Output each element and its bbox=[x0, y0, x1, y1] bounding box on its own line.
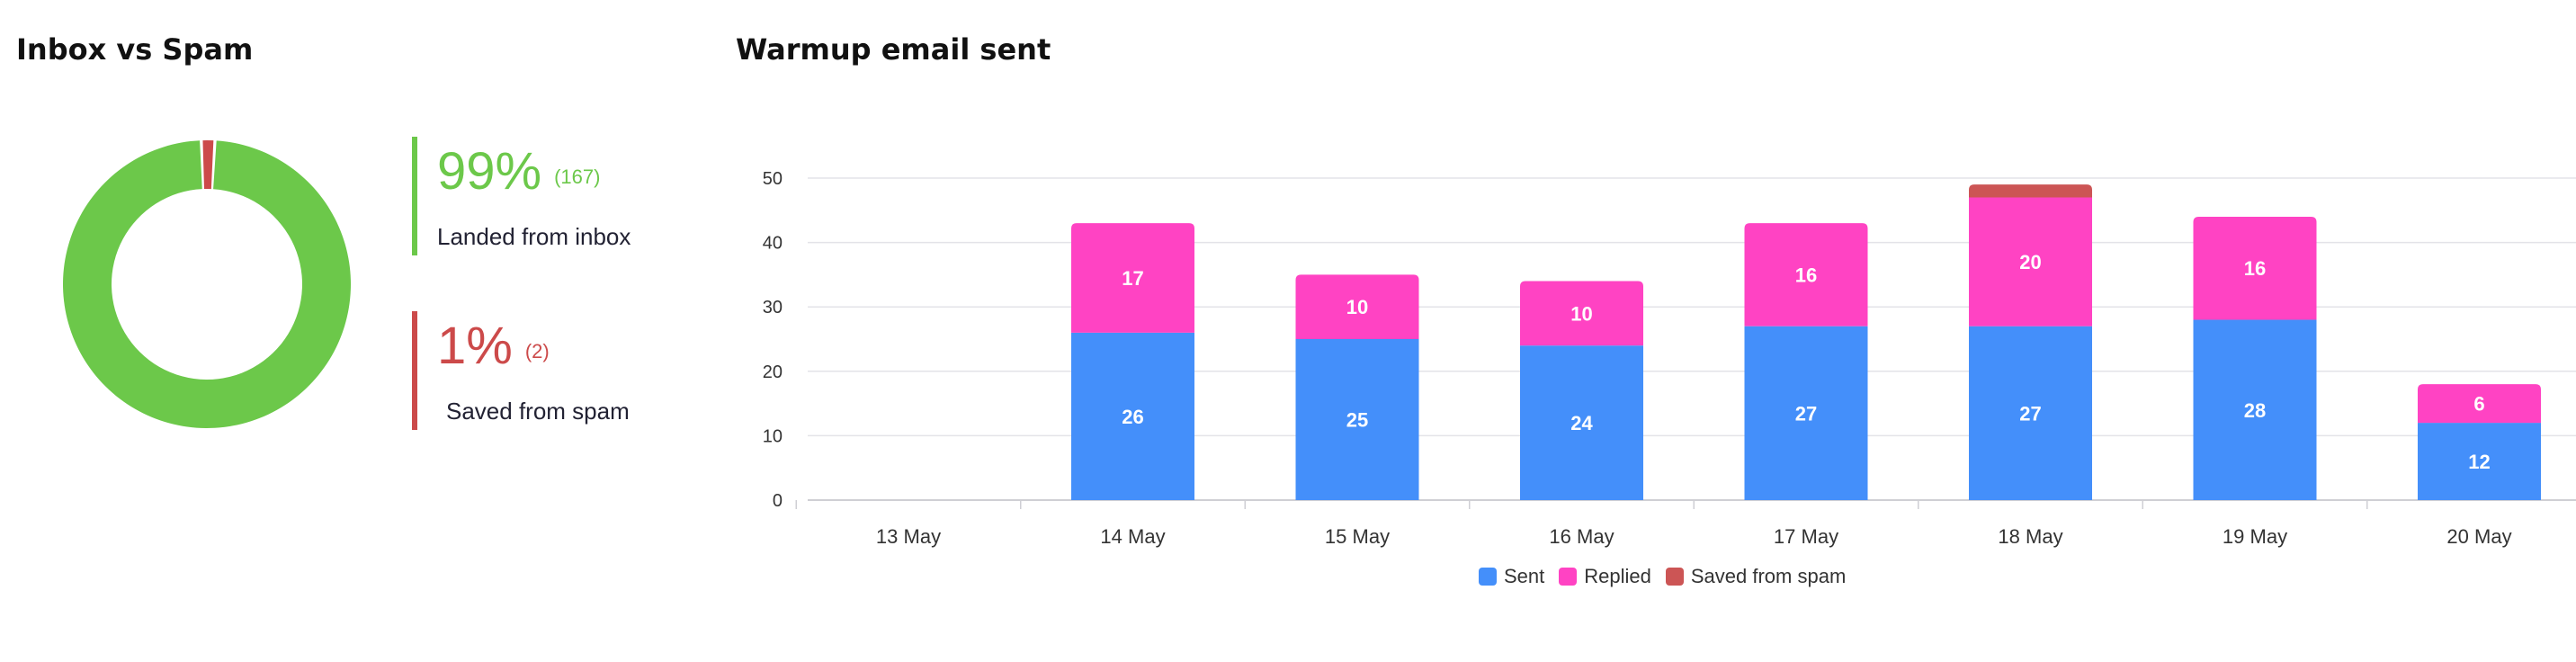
spam-stat: 1% (2) Saved from spam bbox=[412, 311, 682, 430]
bar-saved-from-spam[interactable] bbox=[1969, 184, 2092, 198]
bar-replied[interactable] bbox=[1744, 223, 1868, 327]
legend-swatch bbox=[1479, 568, 1497, 586]
x-tick-label: 14 May bbox=[1100, 525, 1165, 548]
bar-panel-title: Warmup email sent bbox=[736, 32, 1051, 67]
legend-label: Saved from spam bbox=[1690, 565, 1847, 587]
legend-item-replied[interactable]: Replied bbox=[1559, 565, 1651, 588]
x-tick-label: 15 May bbox=[1325, 525, 1390, 548]
bar-data-label: 26 bbox=[1122, 406, 1143, 428]
spam-percent: 1% bbox=[437, 317, 513, 375]
y-tick-label: 10 bbox=[763, 426, 783, 446]
legend-label: Sent bbox=[1504, 565, 1545, 587]
y-tick-label: 40 bbox=[763, 234, 783, 254]
bar-data-label: 16 bbox=[1795, 264, 1817, 286]
bar-replied[interactable] bbox=[2418, 384, 2541, 424]
bar-replied[interactable] bbox=[2193, 216, 2317, 320]
spam-count: (2) bbox=[524, 340, 550, 362]
bar-data-label: 20 bbox=[2019, 251, 2041, 273]
bar-data-label: 12 bbox=[2468, 451, 2490, 473]
bar-sent[interactable] bbox=[1295, 339, 1419, 500]
bar-data-label: 28 bbox=[2244, 399, 2266, 422]
x-tick-label: 18 May bbox=[1998, 525, 2062, 548]
inbox-percent: 99% bbox=[437, 142, 542, 201]
bar-sent[interactable] bbox=[2193, 319, 2317, 500]
bar-data-label: 24 bbox=[1570, 412, 1593, 434]
bar-data-label: 27 bbox=[2019, 402, 2041, 425]
legend-item-sent[interactable]: Sent bbox=[1479, 565, 1544, 588]
legend-swatch bbox=[1665, 568, 1684, 586]
spam-label: Saved from spam bbox=[446, 398, 630, 425]
bar-data-label: 27 bbox=[1795, 402, 1817, 425]
x-tick-label: 16 May bbox=[1549, 525, 1614, 548]
bar-replied[interactable] bbox=[1295, 274, 1419, 339]
bar-data-label: 16 bbox=[2244, 257, 2266, 280]
inbox-label: Landed from inbox bbox=[437, 223, 631, 250]
bar-data-label: 10 bbox=[1346, 296, 1368, 318]
inbox-stat-bar bbox=[412, 137, 417, 255]
x-tick-label: 17 May bbox=[1774, 525, 1838, 548]
bar-data-label: 10 bbox=[1570, 302, 1592, 325]
bar-sent[interactable] bbox=[1744, 326, 1868, 500]
bar-data-label: 25 bbox=[1346, 409, 1368, 432]
y-tick-label: 0 bbox=[773, 491, 783, 511]
bar-sent[interactable] bbox=[1969, 326, 2092, 500]
donut-slice-spam[interactable] bbox=[202, 140, 214, 190]
donut-panel-title: Inbox vs Spam bbox=[16, 32, 254, 67]
inbox-spam-donut bbox=[63, 140, 352, 429]
bar-data-label: 17 bbox=[1122, 267, 1143, 290]
bar-replied[interactable] bbox=[1969, 197, 2092, 327]
bar-data-label: 6 bbox=[2473, 393, 2484, 416]
y-tick-label: 50 bbox=[763, 169, 783, 189]
bar-sent[interactable] bbox=[1520, 345, 1643, 500]
bar-replied[interactable] bbox=[1071, 223, 1194, 333]
chart-legend: Sent Replied Saved from spam bbox=[1479, 565, 1846, 588]
bar-sent[interactable] bbox=[2418, 423, 2541, 500]
legend-label: Replied bbox=[1584, 565, 1651, 587]
y-tick-label: 30 bbox=[763, 298, 783, 318]
legend-swatch bbox=[1559, 568, 1578, 586]
warmup-bar-chart: 0 10 20 30 40 50 13 May 26 17 14 May 25 10 15 May 24 1… bbox=[763, 169, 2576, 548]
x-tick-label: 13 May bbox=[876, 525, 941, 548]
bar-sent[interactable] bbox=[1071, 332, 1194, 500]
spam-stat-bar bbox=[412, 311, 417, 430]
donut-slice-inbox[interactable] bbox=[63, 140, 352, 429]
legend-item-saved-from-spam[interactable]: Saved from spam bbox=[1665, 565, 1847, 588]
bar-replied[interactable] bbox=[1520, 281, 1643, 346]
x-tick-label: 20 May bbox=[2446, 525, 2511, 548]
inbox-stat: 99% (167) Landed from inbox bbox=[412, 137, 682, 255]
x-tick-label: 19 May bbox=[2223, 525, 2287, 548]
inbox-count: (167) bbox=[554, 166, 601, 188]
y-tick-label: 20 bbox=[763, 362, 783, 382]
